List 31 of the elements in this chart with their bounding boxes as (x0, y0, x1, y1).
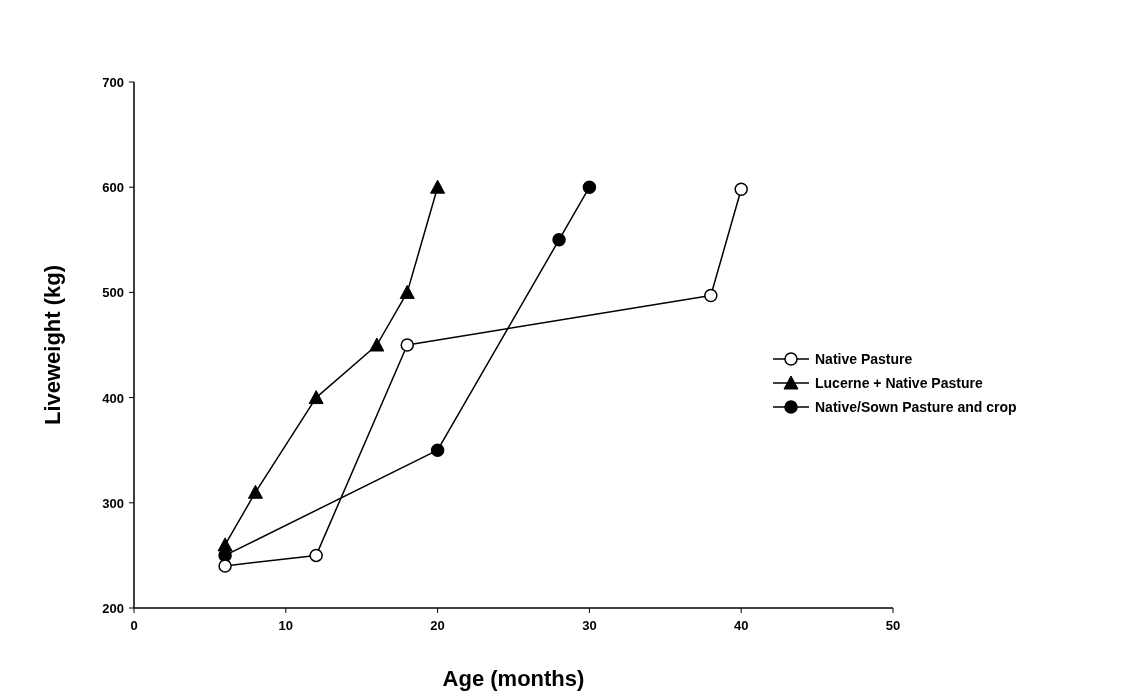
y-tick-label: 700 (102, 75, 124, 90)
point (399, 284, 415, 299)
x-tick-label: 50 (885, 618, 901, 633)
y-axis-title: Liveweight (kg) (40, 264, 65, 426)
legend-label: Native Pasture (815, 351, 913, 367)
legend-label: Lucerne + Native Pasture (815, 375, 983, 391)
point (369, 337, 385, 352)
y-tick-label: 300 (102, 495, 124, 511)
x-tick-label: 0 (130, 618, 138, 633)
point (400, 338, 414, 352)
point (430, 443, 445, 457)
point (704, 288, 718, 303)
y-tick-label: 600 (102, 180, 124, 196)
point (247, 484, 263, 499)
legend-label: Native/Sown Pasture and crop (815, 399, 1017, 415)
x-tick-label: 10 (278, 618, 294, 633)
x-axis-title: Age (months) (442, 666, 585, 691)
point (308, 390, 324, 405)
y-tick-label: 500 (102, 285, 124, 301)
point (582, 180, 597, 194)
point (217, 537, 233, 552)
x-tick-label: 20 (430, 618, 445, 633)
point (309, 548, 323, 563)
y-tick-label: 400 (102, 390, 124, 406)
x-tick-label: 30 (582, 618, 597, 633)
point (430, 179, 446, 194)
point (218, 559, 232, 573)
point (734, 182, 748, 197)
y-tick-label: 200 (102, 601, 124, 616)
x-tick-label: 40 (733, 618, 749, 633)
point (552, 233, 566, 247)
